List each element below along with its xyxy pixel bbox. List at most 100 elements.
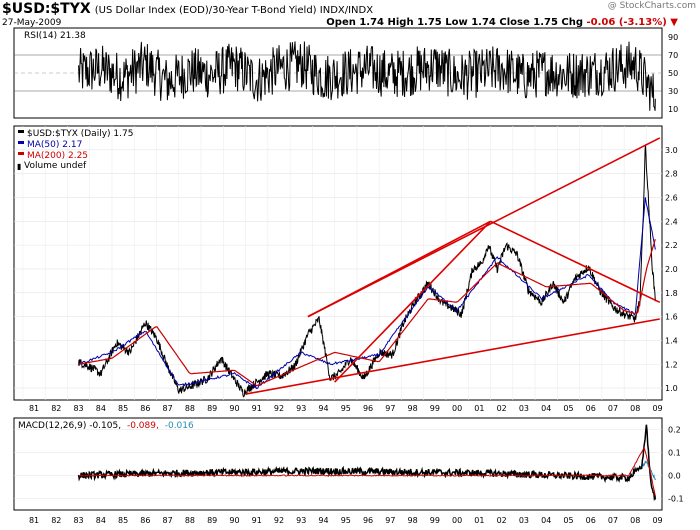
x-tick-label: 92 [274, 516, 284, 525]
x-tick-label: 94 [318, 404, 328, 413]
close-value: 1.75 [533, 17, 558, 28]
symbol: $USD:$TYX [2, 1, 91, 17]
x-tick-label: 86 [140, 404, 150, 413]
rsi-tick-label: 90 [668, 33, 678, 42]
x-tick-label: 83 [73, 516, 83, 525]
x-tick-label: 09 [652, 404, 662, 413]
x-tick-label: 96 [363, 516, 373, 525]
legend-swatch-ma50 [18, 141, 24, 144]
brand-watermark: @ StockCharts.com [607, 1, 696, 11]
x-axis-labels-bottom: 81 82 83 84 85 86 87 88 89 90 91 92 93 94 95 96 97 98 99 00… [29, 516, 663, 525]
macd-panel-frame [13, 417, 663, 511]
low-label: Low [445, 17, 468, 28]
ohlc-readout: Open 1.74 High 1.75 Low 1.74 Close 1.75 … [326, 17, 678, 28]
rsi-line [78, 41, 656, 111]
x-tick-label: 84 [96, 404, 106, 413]
x-tick-label: 08 [630, 516, 640, 525]
x-tick-label: 03 [519, 516, 529, 525]
down-arrow-icon: ▼ [670, 17, 678, 28]
chart-title: $USD:$TYX (US Dollar Index (EOD)/30-Year… [2, 1, 373, 17]
x-tick-label: 08 [630, 404, 640, 413]
x-tick-label: 85 [118, 404, 128, 413]
x-tick-label: 84 [96, 516, 106, 525]
rsi-tick-label: 70 [668, 51, 678, 60]
x-tick-label: 06 [586, 404, 596, 413]
x-tick-label: 07 [608, 516, 618, 525]
macd-signal-value: -0.089, [127, 421, 159, 431]
macd-tick-label: 0.0 [668, 472, 681, 481]
x-tick-label: 00 [452, 404, 462, 413]
x-tick-label: 05 [563, 404, 573, 413]
price-tick-label: 2.4 [665, 217, 678, 226]
x-axis-labels-top: 81 82 83 84 85 86 87 88 89 90 91 92 93 94 95 96 97 98 99 00… [29, 404, 663, 413]
x-tick-label: 00 [452, 516, 462, 525]
x-tick-label: 97 [385, 404, 395, 413]
x-tick-label: 92 [274, 404, 284, 413]
price-tick-label: 2.2 [665, 241, 678, 250]
legend-swatch-price [18, 130, 24, 133]
trendline [490, 220, 661, 304]
x-tick-label: 03 [519, 404, 529, 413]
x-tick-label: 93 [296, 516, 306, 525]
price-panel-frame [13, 125, 663, 401]
high-label: High [387, 17, 414, 28]
price-tick-label: 3.0 [665, 146, 678, 155]
price-tick-label: 2.6 [665, 193, 678, 202]
macd-panel: MACD(12,26,9) -0.105, -0.089, -0.016 0.2… [13, 417, 684, 511]
x-tick-label: 06 [586, 516, 596, 525]
rsi-tick-label: 50 [668, 69, 678, 78]
x-tick-label: 82 [51, 516, 61, 525]
x-tick-label: 88 [185, 516, 195, 525]
x-tick-label: 91 [252, 404, 262, 413]
x-tick-label: 83 [73, 404, 83, 413]
x-tick-label: 01 [474, 516, 484, 525]
legend-ma50: MA(50) 2.17 [27, 140, 82, 150]
rsi-tick-label: 30 [668, 87, 678, 96]
x-tick-label: 89 [207, 516, 217, 525]
x-tick-label: 91 [252, 516, 262, 525]
x-tick-label: 81 [29, 516, 39, 525]
x-tick-label: 89 [207, 404, 217, 413]
x-tick-label: 94 [318, 516, 328, 525]
macd-main-value: MACD(12,26,9) -0.105, [18, 421, 121, 431]
price-panel: 3.0 2.8 2.6 2.4 2.2 2.0 1.8 1.6 1.4 1.2 1.0 $USD:$… [13, 125, 678, 401]
x-tick-label: 04 [541, 516, 551, 525]
close-label: Close [499, 17, 530, 28]
open-value: 1.74 [359, 17, 385, 28]
rsi-tick-label: 10 [668, 105, 678, 114]
open-label: Open [326, 17, 356, 28]
chg-label: Chg [561, 17, 584, 28]
price-tick-label: 1.0 [665, 384, 678, 393]
x-tick-label: 02 [497, 516, 507, 525]
macd-label: MACD(12,26,9) -0.105, -0.089, -0.016 [18, 421, 194, 431]
x-tick-label: 96 [363, 404, 373, 413]
legend-volume: Volume undef [24, 161, 87, 171]
x-tick-label: 99 [430, 516, 440, 525]
x-tick-label: 86 [140, 516, 150, 525]
macd-hist-value: -0.016 [165, 421, 194, 431]
trendline [307, 220, 491, 318]
legend-ma200: MA(200) 2.25 [27, 151, 88, 161]
trendline [334, 220, 492, 383]
x-tick-label: 90 [229, 516, 239, 525]
x-tick-label: 95 [341, 404, 351, 413]
x-tick-label: 07 [608, 404, 618, 413]
ma50-line [78, 197, 656, 390]
price-tick-label: 1.8 [665, 289, 678, 298]
legend-price: $USD:$TYX (Daily) 1.75 [27, 129, 133, 139]
legend-swatch-ma200 [18, 152, 24, 155]
x-tick-label: 88 [185, 404, 195, 413]
trendline [245, 318, 660, 395]
price-tick-label: 1.6 [665, 313, 678, 322]
volume-icon: ▮ [17, 162, 21, 171]
x-tick-label: 99 [430, 404, 440, 413]
low-value: 1.74 [471, 17, 496, 28]
x-tick-label: 87 [163, 516, 173, 525]
chart-date: 27-May-2009 [2, 18, 62, 28]
macd-signal-line [78, 446, 656, 496]
x-tick-label: 95 [341, 516, 351, 525]
x-tick-label: 98 [408, 404, 418, 413]
price-tick-label: 1.4 [665, 336, 678, 345]
high-value: 1.75 [417, 17, 442, 28]
